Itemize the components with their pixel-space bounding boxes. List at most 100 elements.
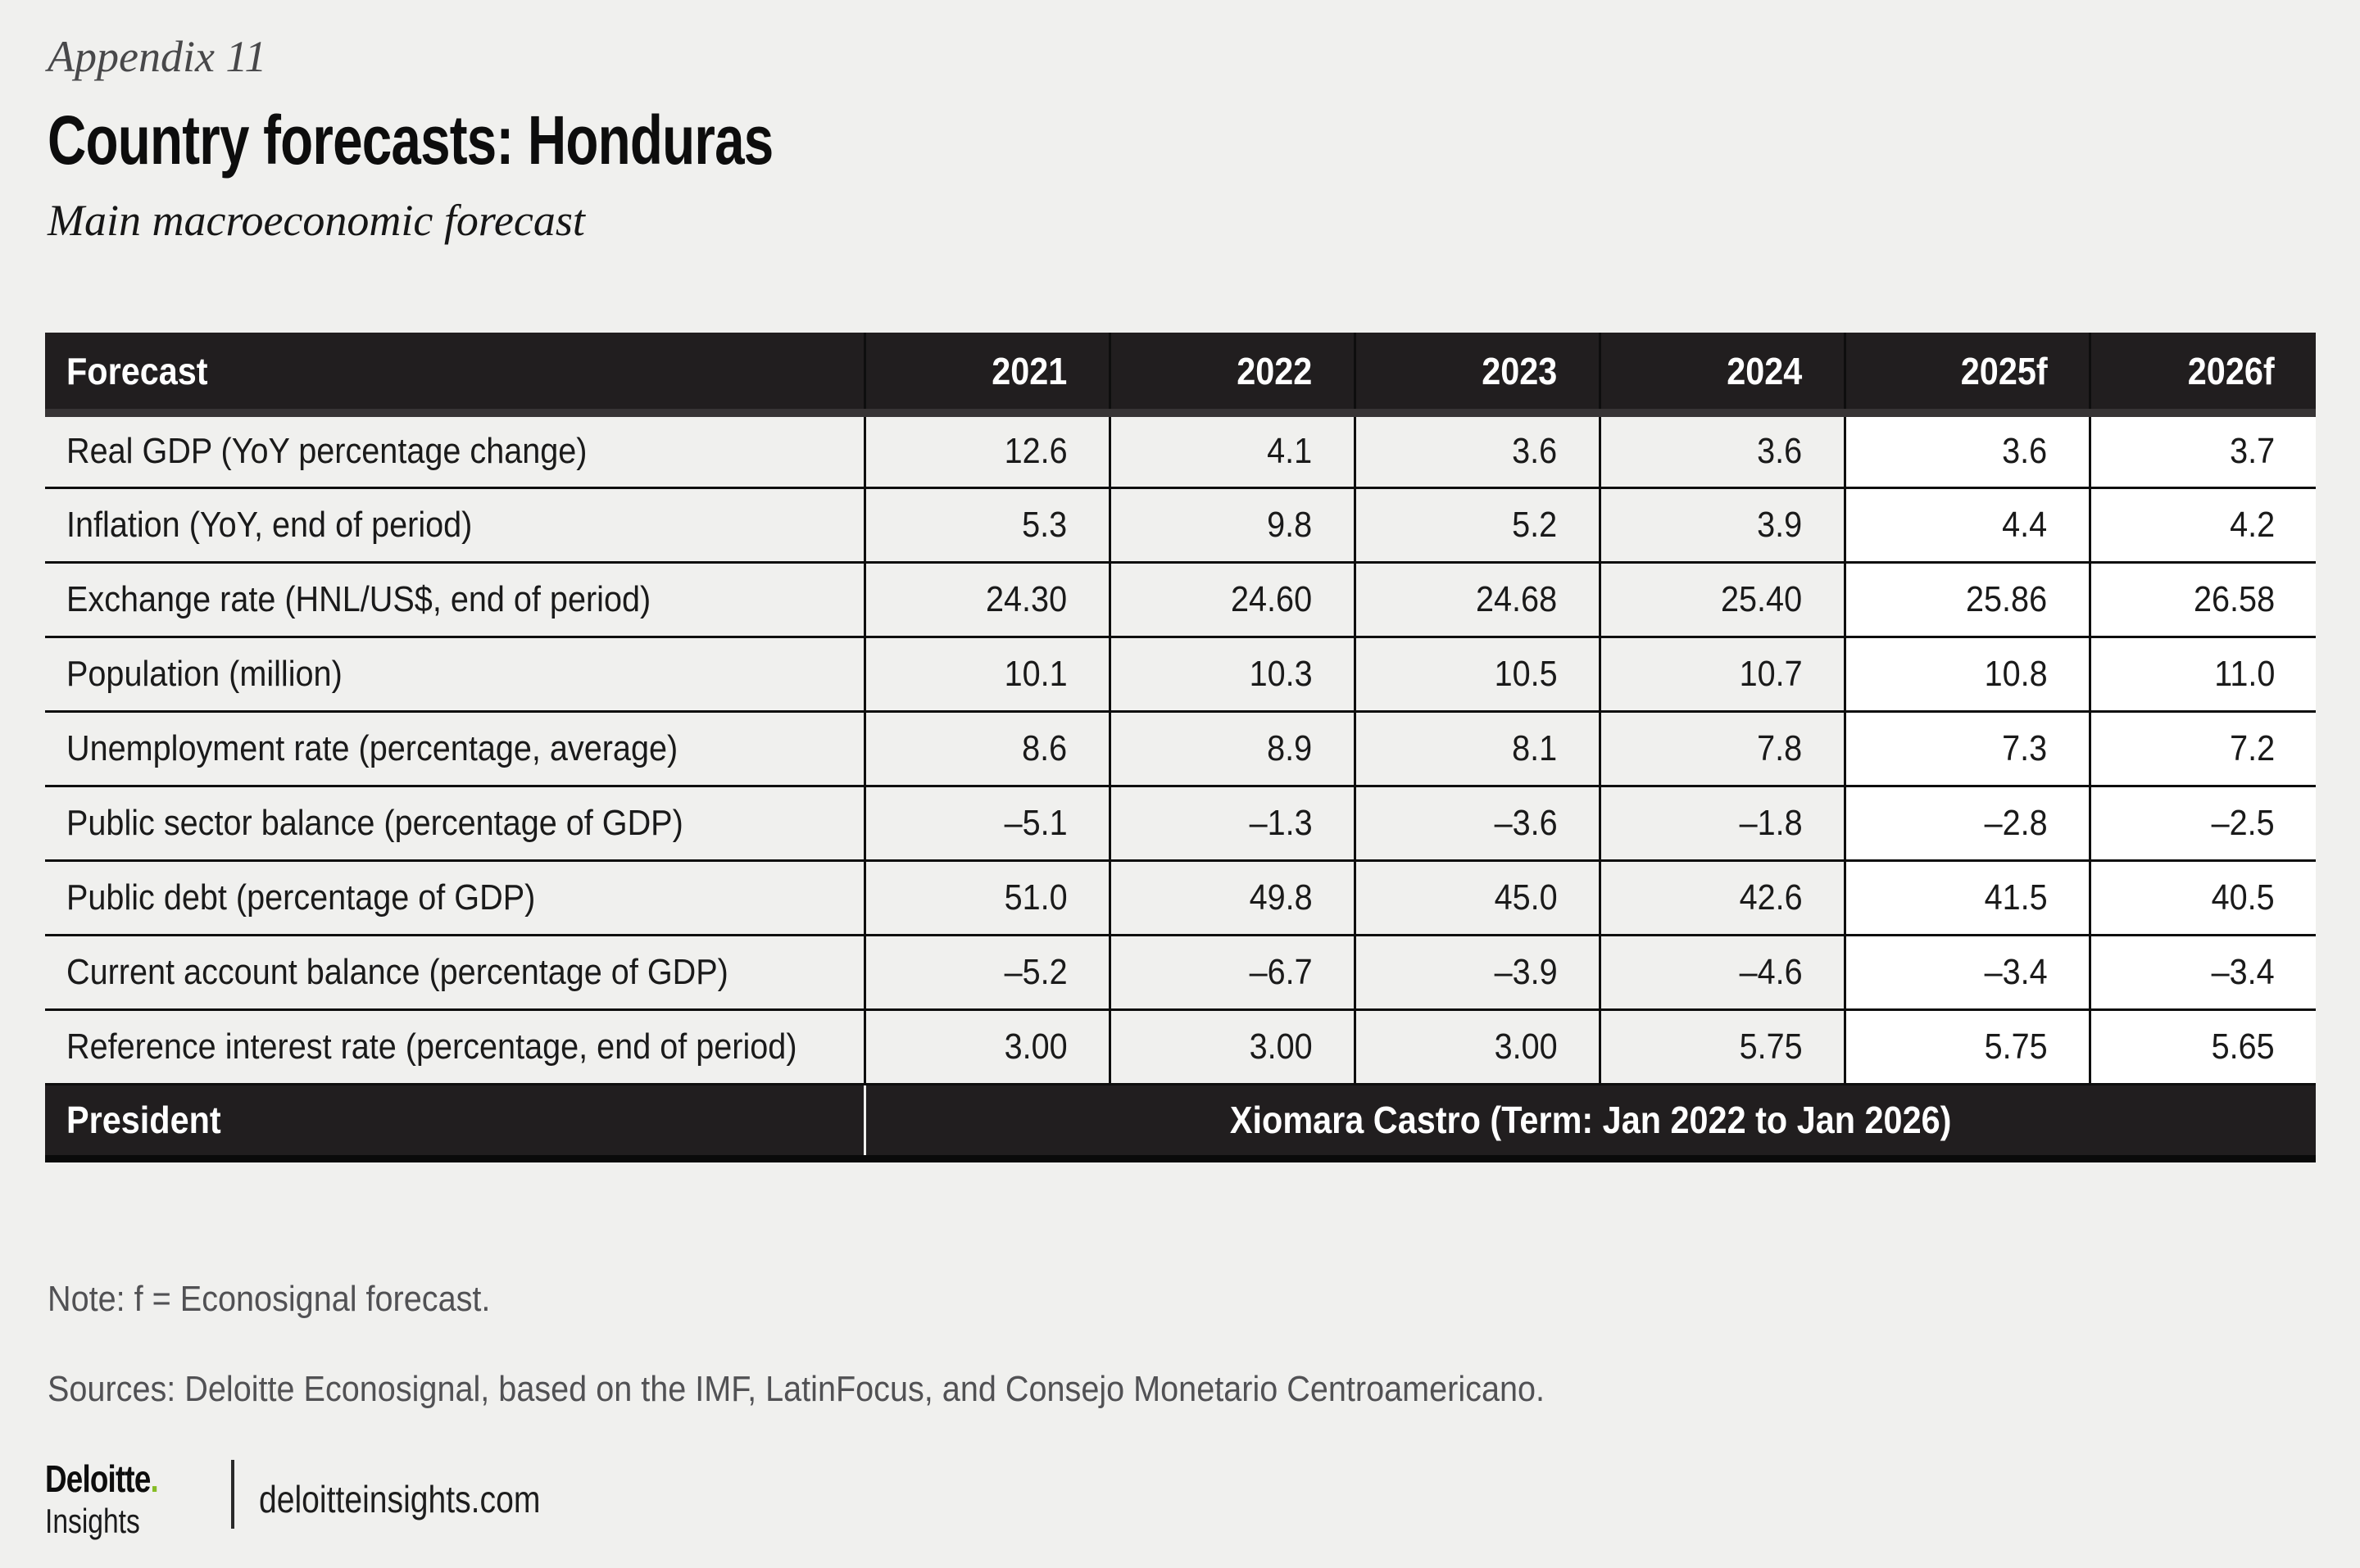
row-value-cell: 3.00 [1353, 1008, 1600, 1084]
row-value-cell: 24.60 [1108, 560, 1355, 637]
page-title-text: Country forecasts: Honduras [48, 102, 774, 179]
forecast-table: Forecast 2021 2022 2023 2024 2025f 2026f… [45, 333, 2316, 1162]
row-value-cell: 5.2 [1353, 486, 1600, 562]
row-value: 10.3 [1249, 653, 1313, 694]
row-label-cell: Exchange rate (HNL/US$, end of period) [45, 560, 865, 637]
note-text: Note: f = Econosignal forecast. [48, 1279, 491, 1319]
row-value: 5.75 [1984, 1026, 2048, 1067]
table-row: Current account balance (percentage of G… [45, 933, 2316, 1009]
row-value: 24.30 [986, 578, 1068, 619]
row-value-cell: –3.4 [2088, 933, 2316, 1009]
row-value: 51.0 [1004, 877, 1068, 918]
row-value: –3.6 [1494, 802, 1558, 843]
footer: Deloitte. Insights deloitteinsights.com [45, 1460, 590, 1539]
row-value: 12.6 [1004, 431, 1068, 472]
row-value-cell: –6.7 [1108, 933, 1355, 1009]
row-value: –5.2 [1004, 951, 1068, 992]
row-value-cell: 8.9 [1108, 709, 1355, 786]
brand-wordmark: Deloitte. [45, 1460, 186, 1498]
site-link[interactable]: deloitteinsights.com [259, 1478, 541, 1520]
row-value: 41.5 [1984, 877, 2048, 918]
row-value-cell: 40.5 [2088, 859, 2316, 935]
row-label-cell: Public sector balance (percentage of GDP… [45, 784, 865, 860]
row-value: 25.86 [1966, 578, 2048, 619]
row-value-cell: 26.58 [2088, 560, 2316, 637]
footer-divider-rule [231, 1460, 235, 1529]
row-label-cell: Reference interest rate (percentage, end… [45, 1008, 865, 1084]
row-value-cell: 4.2 [2088, 486, 2316, 562]
row-value: 8.6 [1022, 727, 1068, 768]
brand-deloitte-text: Deloitte [45, 1457, 151, 1500]
row-value: 5.3 [1022, 504, 1068, 545]
row-label-cell: Real GDP (YoY percentage change) [45, 411, 865, 487]
row-value-cell: –3.4 [1843, 933, 2090, 1009]
row-value-cell: 7.3 [1843, 709, 2090, 786]
row-value-cell: 25.86 [1843, 560, 2090, 637]
row-value-cell: 25.40 [1598, 560, 1845, 637]
row-label: Public debt (percentage of GDP) [66, 877, 536, 918]
table-body: Real GDP (YoY percentage change) 12.6 4.… [45, 411, 2316, 1084]
row-value: 24.68 [1476, 578, 1558, 619]
row-value-cell: –2.5 [2088, 784, 2316, 860]
row-value-cell: 24.30 [863, 560, 1110, 637]
header-year-label: 2024 [1727, 349, 1803, 392]
row-label: Current account balance (percentage of G… [66, 951, 728, 992]
header-cell-2023: 2023 [1353, 333, 1600, 417]
row-value: –3.4 [2211, 951, 2275, 992]
row-value-cell: 5.75 [1843, 1008, 2090, 1084]
row-value: –3.4 [1984, 951, 2048, 992]
row-value: –1.3 [1249, 802, 1313, 843]
president-value-cell: Xiomara Castro (Term: Jan 2022 to Jan 20… [863, 1082, 2316, 1158]
sources-text: Sources: Deloitte Econosignal, based on … [48, 1369, 1545, 1409]
row-value-cell: 7.8 [1598, 709, 1845, 786]
row-label-cell: Unemployment rate (percentage, average) [45, 709, 865, 786]
row-value: 25.40 [1721, 578, 1803, 619]
row-value: 4.2 [2229, 504, 2275, 545]
row-value: 5.2 [1512, 504, 1558, 545]
row-value: 42.6 [1739, 877, 1803, 918]
row-value-cell: 8.1 [1353, 709, 1600, 786]
table-row: Real GDP (YoY percentage change) 12.6 4.… [45, 411, 2316, 487]
row-label: Public sector balance (percentage of GDP… [66, 802, 683, 843]
row-value: –3.9 [1494, 951, 1558, 992]
page-subtitle: Main macroeconomic forecast [48, 195, 585, 245]
row-value-cell: –3.9 [1353, 933, 1600, 1009]
row-label: Unemployment rate (percentage, average) [66, 727, 678, 768]
header-year-label: 2021 [992, 349, 1068, 392]
table-row: Public debt (percentage of GDP) 51.0 49.… [45, 859, 2316, 935]
row-value-cell: –4.6 [1598, 933, 1845, 1009]
row-value-cell: 4.1 [1108, 411, 1355, 487]
row-value-cell: –3.6 [1353, 784, 1600, 860]
row-value: –1.8 [1739, 802, 1803, 843]
row-value-cell: 24.68 [1353, 560, 1600, 637]
row-value: 49.8 [1249, 877, 1313, 918]
row-label: Exchange rate (HNL/US$, end of period) [66, 578, 651, 619]
row-value-cell: 10.3 [1108, 635, 1355, 711]
header-cell-2025f: 2025f [1843, 333, 2090, 417]
row-value-cell: 4.4 [1843, 486, 2090, 562]
row-label-cell: Inflation (YoY, end of period) [45, 486, 865, 562]
table-row: Unemployment rate (percentage, average) … [45, 709, 2316, 786]
row-value-cell: 42.6 [1598, 859, 1845, 935]
appendix-label: Appendix 11 [48, 32, 267, 81]
row-value: 45.0 [1494, 877, 1558, 918]
row-value: –2.8 [1984, 802, 2048, 843]
row-value: 9.8 [1267, 504, 1313, 545]
row-label: Reference interest rate (percentage, end… [66, 1026, 797, 1067]
row-value: 3.7 [2229, 431, 2275, 472]
table-row: Population (million) 10.1 10.3 10.5 10.7… [45, 635, 2316, 711]
row-label: Population (million) [66, 653, 343, 694]
header-cell-2024: 2024 [1598, 333, 1845, 417]
header-cell-forecast: Forecast [45, 333, 865, 417]
row-value-cell: 3.6 [1353, 411, 1600, 487]
row-value: 3.9 [1757, 504, 1803, 545]
row-label-cell: Public debt (percentage of GDP) [45, 859, 865, 935]
row-value-cell: 3.00 [1108, 1008, 1355, 1084]
row-value-cell: 49.8 [1108, 859, 1355, 935]
table-row: Inflation (YoY, end of period) 5.3 9.8 5… [45, 486, 2316, 562]
row-label: Inflation (YoY, end of period) [66, 504, 473, 545]
row-value-cell: 5.3 [863, 486, 1110, 562]
masthead: Appendix 11 Country forecasts: Honduras … [48, 32, 978, 245]
row-value-cell: –2.8 [1843, 784, 2090, 860]
